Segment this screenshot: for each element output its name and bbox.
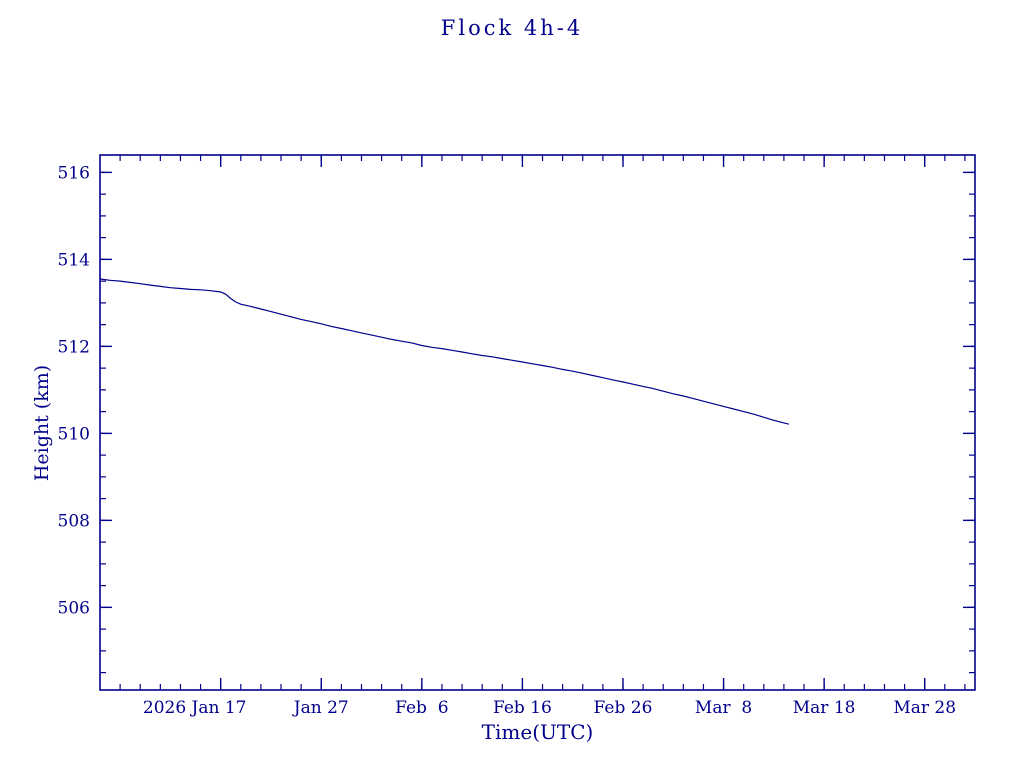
x-tick-label: Feb 16 (493, 698, 552, 718)
x-tick-label: Mar 28 (893, 698, 956, 718)
x-tick-label: Feb 6 (395, 698, 448, 718)
x-tick-label: Mar 18 (793, 698, 856, 718)
x-tick-label: 2026 Jan 17 (143, 698, 247, 718)
y-tick-label: 516 (58, 163, 90, 183)
x-tick-label: Jan 27 (292, 698, 349, 718)
x-axis-label: Time(UTC) (481, 720, 594, 744)
y-tick-label: 506 (58, 598, 90, 618)
y-tick-label: 508 (58, 511, 90, 531)
y-tick-label: 510 (58, 424, 90, 444)
height-series-line (99, 278, 790, 425)
x-tick-label: Mar 8 (695, 698, 752, 718)
y-tick-label: 512 (58, 337, 90, 357)
y-tick-label: 514 (58, 250, 90, 270)
plot-frame (99, 154, 976, 691)
chart-title: Flock 4h-4 (440, 16, 584, 40)
x-tick-label: Feb 26 (594, 698, 653, 718)
